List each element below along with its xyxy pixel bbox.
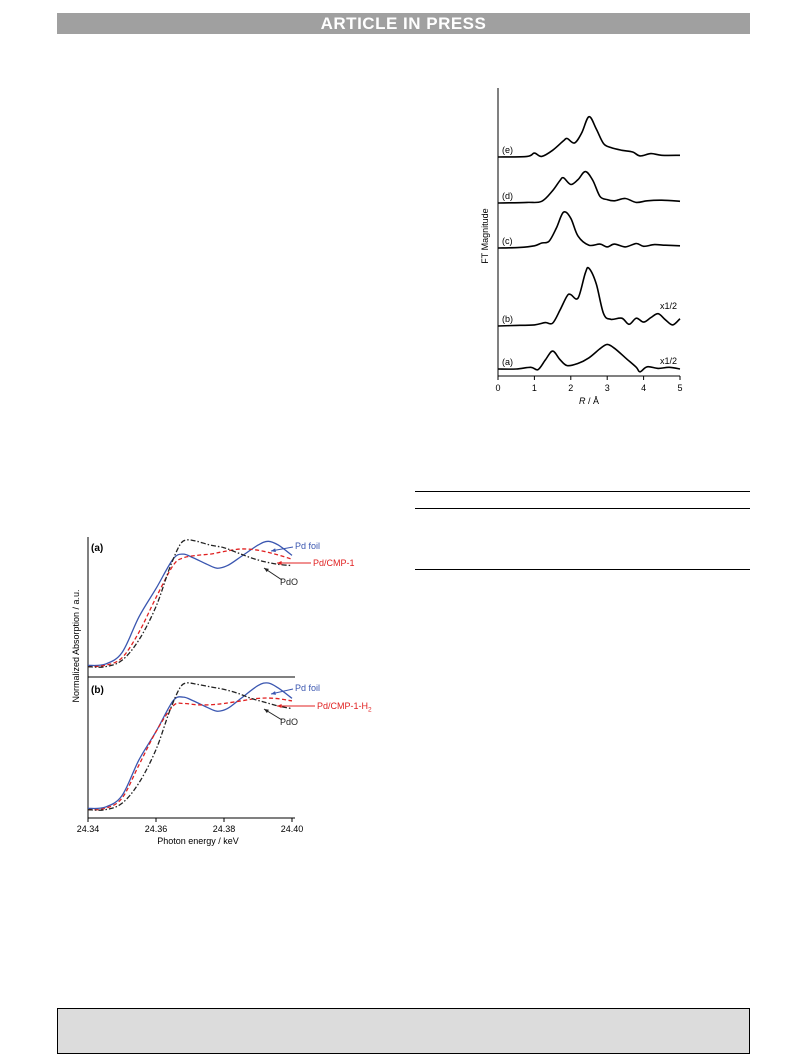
xanes-curve: [87, 548, 293, 668]
xanes-legend-arrow: [263, 708, 283, 721]
xanes-curve: [87, 697, 293, 811]
xanes-y-axis-label: Normalized Absorption / a.u.: [71, 589, 81, 702]
ft-curve: [497, 115, 681, 158]
ft-curve: [497, 343, 681, 373]
xanes-legend-arrowhead: [264, 709, 269, 714]
ft-x-tick-label: 5: [677, 383, 682, 393]
xanes-legend-arrowhead: [271, 548, 276, 553]
ft-curve: [497, 266, 681, 327]
xanes-x-tick-label: 24.34: [77, 824, 100, 834]
xanes-legend-arrowhead: [277, 561, 282, 565]
xanes-x-tick-label: 24.38: [213, 824, 236, 834]
xanes-legend-arrow: [263, 567, 283, 581]
ft-x-tick-label: 4: [641, 383, 646, 393]
xanes-legend-label: Pd/CMP-1-H2: [317, 701, 372, 714]
xanes-legend-label: Pd/CMP-1: [313, 558, 355, 568]
xanes-legend-arrowhead: [271, 691, 276, 695]
table-header-rule: [415, 508, 750, 509]
ft-x-tick-label: 0: [495, 383, 500, 393]
xanes-legend-label: Pd foil: [295, 683, 320, 693]
xanes-legend-label: Pd foil: [295, 541, 320, 551]
xanes-x-tick-label: 24.40: [281, 824, 304, 834]
ft-scale-annotation-a: x1/2: [660, 356, 677, 366]
ft-x-tick-label: 2: [568, 383, 573, 393]
xanes-legend-arrow: [270, 546, 294, 552]
xanes-x-axis-label: Photon energy / keV: [157, 836, 239, 846]
xanes-curve: [87, 540, 293, 667]
ft-y-axis-label: FT Magnitude: [480, 208, 490, 263]
ft-curve-label: (c): [502, 236, 513, 246]
ft-curve: [497, 211, 681, 249]
ft-curve-label: (a): [502, 357, 513, 367]
article-in-press-banner: ARTICLE IN PRESS: [57, 13, 750, 34]
xanes-legend-arrow: [270, 688, 294, 695]
table-top-rule: [415, 491, 750, 492]
ft-curve: [497, 170, 681, 204]
ft-x-axis-label: R / Å: [579, 396, 599, 406]
xanes-curve: [87, 682, 293, 811]
xanes-legend-label: PdO: [280, 577, 298, 587]
ft-x-tick-label: 1: [532, 383, 537, 393]
ft-curve-label: (b): [502, 314, 513, 324]
xanes-panel-label-b: (b): [91, 685, 104, 696]
ft-curve-label: (d): [502, 191, 513, 201]
xanes-panel-label-a: (a): [91, 543, 103, 554]
ft-x-tick-label: 3: [605, 383, 610, 393]
table-bottom-rule: [415, 569, 750, 570]
xanes-x-tick-label: 24.36: [145, 824, 168, 834]
ft-scale-annotation-b: x1/2: [660, 301, 677, 311]
xanes-legend-label: PdO: [280, 717, 298, 727]
footer-citation-box: [57, 1008, 750, 1054]
xanes-curve: [87, 682, 293, 810]
xanes-curve: [87, 539, 293, 668]
xanes-legend-arrowhead: [277, 704, 282, 708]
ft-curve-label: (e): [502, 145, 513, 155]
xanes-legend-arrowhead: [264, 568, 269, 573]
